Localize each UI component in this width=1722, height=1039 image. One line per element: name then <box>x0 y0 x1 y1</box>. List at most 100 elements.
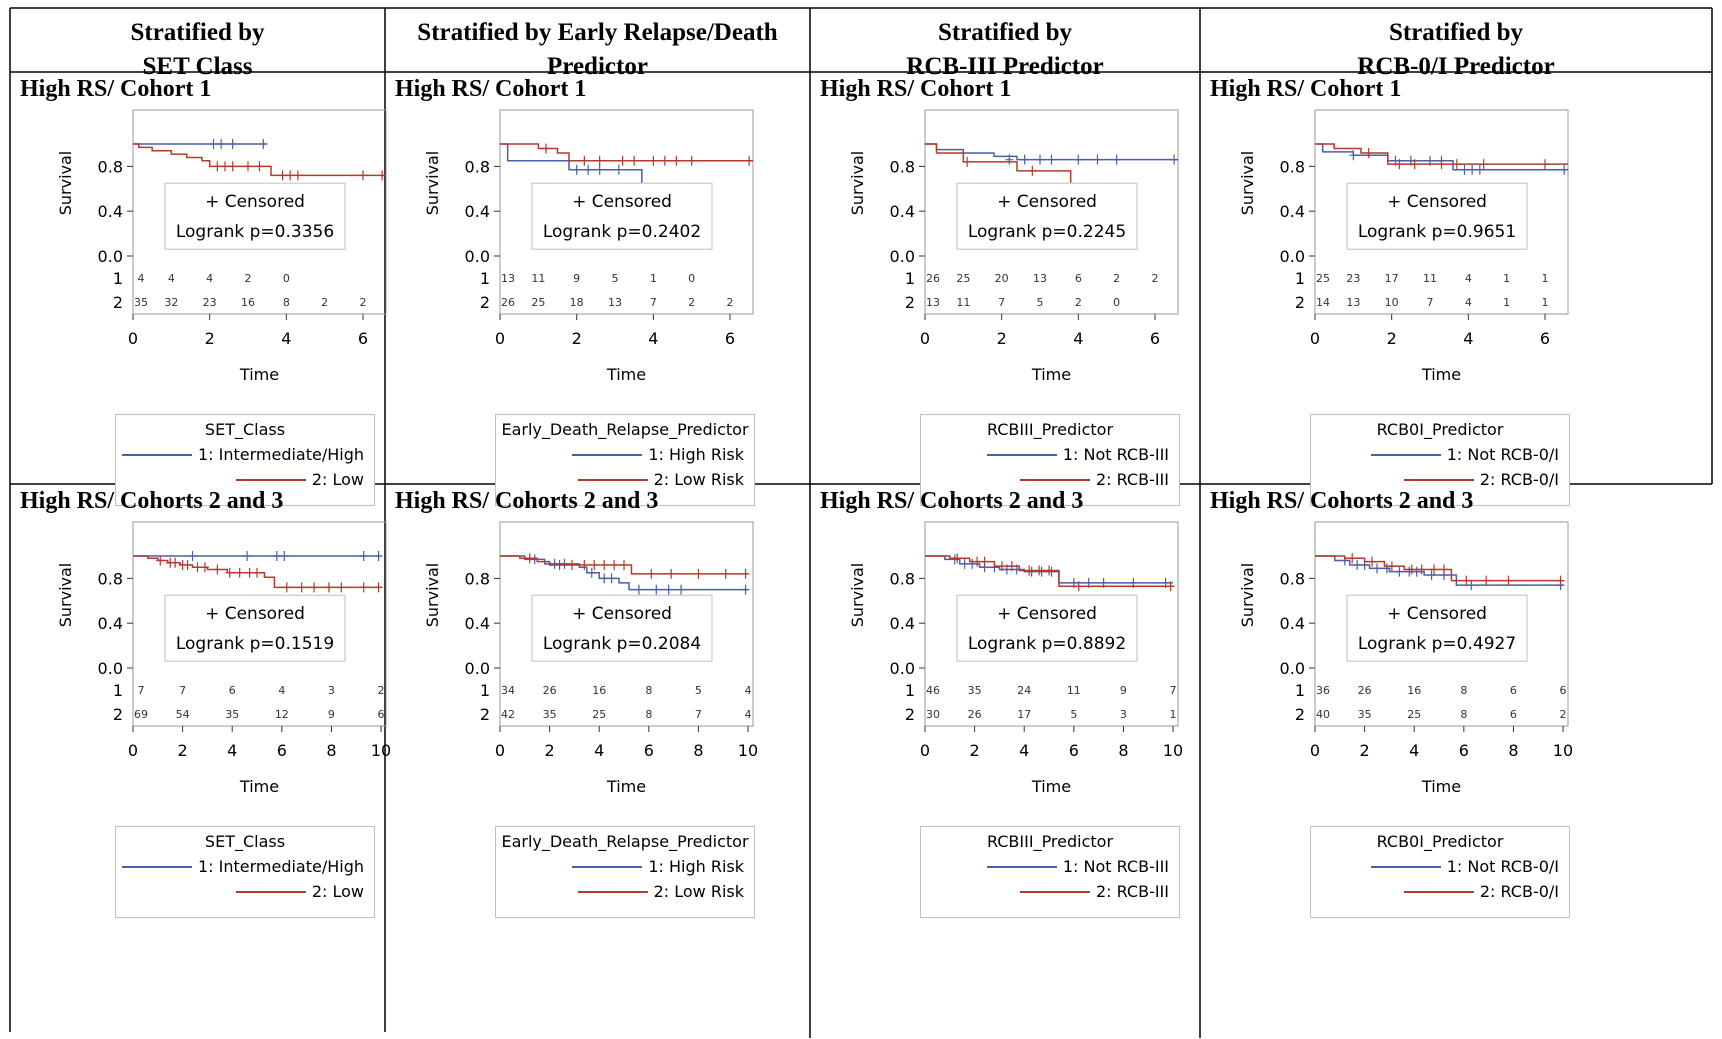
censor-mark <box>1475 164 1484 175</box>
at-risk-count: 8 <box>645 708 652 721</box>
plot-frame <box>132 109 387 315</box>
at-risk-count: 26 <box>926 272 940 285</box>
at-risk-count: 26 <box>1358 684 1372 697</box>
survival-curve <box>925 143 1086 195</box>
censor-mark <box>1093 154 1102 165</box>
censor-mark <box>1462 575 1471 586</box>
x-tick-label: 10 <box>1553 741 1573 760</box>
at-risk-group-label: 1 <box>113 269 123 288</box>
legend: SET_Class 1: Intermediate/High 2: Low <box>115 826 375 918</box>
x-tick-label: 4 <box>1019 741 1029 760</box>
at-risk-count: 69 <box>134 708 148 721</box>
censor-mark <box>1417 564 1426 575</box>
at-risk-count: 25 <box>1316 272 1330 285</box>
censor-mark <box>310 582 319 593</box>
x-tick-label: 2 <box>1360 741 1370 760</box>
x-axis-label: Time <box>1421 365 1461 384</box>
logrank-pvalue: Logrank p=0.4927 <box>1358 634 1516 654</box>
at-risk-count: 7 <box>998 296 1005 309</box>
at-risk-count: 17 <box>1385 272 1399 285</box>
censor-mark <box>1047 154 1056 165</box>
x-axis-label: Time <box>1421 777 1461 796</box>
at-risk-count: 54 <box>176 708 190 721</box>
y-tick-label: 0.8 <box>1280 157 1305 176</box>
at-risk-count: 7 <box>179 684 186 697</box>
at-risk-count: 34 <box>501 684 515 697</box>
censor-mark <box>1541 159 1549 170</box>
legend-entry: 2: Low <box>116 882 374 901</box>
at-risk-count: 40 <box>1316 708 1330 721</box>
censor-mark <box>595 155 604 166</box>
censor-mark <box>572 164 581 175</box>
at-risk-count: 9 <box>1120 684 1127 697</box>
y-axis-label: Survival <box>423 563 442 628</box>
logrank-pvalue: Logrank p=0.2084 <box>543 634 701 654</box>
censor-mark <box>1074 581 1083 592</box>
at-risk-count: 7 <box>1427 296 1434 309</box>
at-risk-count: 1 <box>1503 296 1510 309</box>
header-line-1: Stratified by Early Relapse/Death <box>417 19 778 46</box>
censor-mark <box>1028 165 1037 176</box>
legend-label: 2: Low Risk <box>653 470 744 489</box>
censor-mark <box>595 164 604 175</box>
legend-entry: 2: RCB-0/I <box>1311 470 1569 489</box>
legend-label: 1: Intermediate/High <box>197 445 364 464</box>
censored-note: + Censored <box>572 192 672 212</box>
legend: SET_Class 1: Intermediate/High 2: Low <box>115 414 375 506</box>
censor-mark <box>156 555 165 566</box>
y-tick-label: 0.4 <box>1280 614 1305 633</box>
at-risk-count: 13 <box>1346 296 1360 309</box>
logrank-pvalue: Logrank p=0.8892 <box>968 634 1126 654</box>
censor-mark <box>217 139 226 149</box>
censor-mark <box>1368 556 1377 567</box>
censor-mark <box>687 155 696 166</box>
survival-curve <box>1315 143 1568 165</box>
panel-title: High RS/ Cohort 1 <box>1210 76 1402 102</box>
censor-mark <box>359 551 368 561</box>
at-risk-count: 6 <box>1560 684 1567 697</box>
censor-mark <box>660 155 669 166</box>
legend-entry: 2: RCB-III <box>921 470 1179 489</box>
at-risk-count: 26 <box>968 708 982 721</box>
x-tick-label: 2 <box>1387 329 1397 348</box>
censor-mark <box>286 170 295 181</box>
legend-label: 2: RCB-0/I <box>1479 882 1559 901</box>
at-risk-count: 6 <box>229 684 236 697</box>
censor-mark <box>652 584 661 595</box>
column-header: Stratified by RCB-III Predictor <box>810 8 1200 80</box>
plot-frame <box>1314 109 1569 315</box>
header-line-2: RCB-III Predictor <box>906 53 1104 80</box>
censor-mark <box>378 170 387 181</box>
censor-mark <box>1395 566 1404 577</box>
legend-title: SET_Class <box>204 832 286 851</box>
at-risk-count: 2 <box>1075 296 1082 309</box>
censor-mark <box>1348 553 1357 564</box>
legend-title: SET_Class <box>204 420 286 439</box>
y-axis-label: Survival <box>423 151 442 216</box>
at-risk-count: 2 <box>245 272 252 285</box>
at-risk-count: 6 <box>378 708 385 721</box>
y-axis-label: Survival <box>1238 151 1257 216</box>
legend-title: RCBIII_Predictor <box>986 832 1114 851</box>
at-risk-group-label: 2 <box>905 293 915 312</box>
stats-inset <box>956 594 1138 662</box>
censor-mark <box>1112 154 1121 165</box>
y-axis-label: Survival <box>56 563 75 628</box>
y-tick-label: 0.4 <box>890 202 915 221</box>
at-risk-count: 8 <box>1460 708 1467 721</box>
x-tick-label: 6 <box>277 741 287 760</box>
censor-mark <box>1364 147 1373 158</box>
stats-inset <box>531 182 713 250</box>
legend: RCB0I_Predictor 1: Not RCB-0/I 2: RCB-0/I <box>1310 826 1570 918</box>
stats-inset <box>531 594 713 662</box>
legend-swatch <box>577 478 648 481</box>
legend-label: 1: Not RCB-0/I <box>1446 857 1559 876</box>
at-risk-count: 3 <box>328 684 335 697</box>
at-risk-count: 35 <box>134 296 148 309</box>
at-risk-count: 7 <box>695 708 702 721</box>
censor-mark <box>960 558 969 569</box>
at-risk-count: 1 <box>650 272 657 285</box>
censored-note: + Censored <box>1387 604 1487 624</box>
x-tick-label: 2 <box>545 741 555 760</box>
